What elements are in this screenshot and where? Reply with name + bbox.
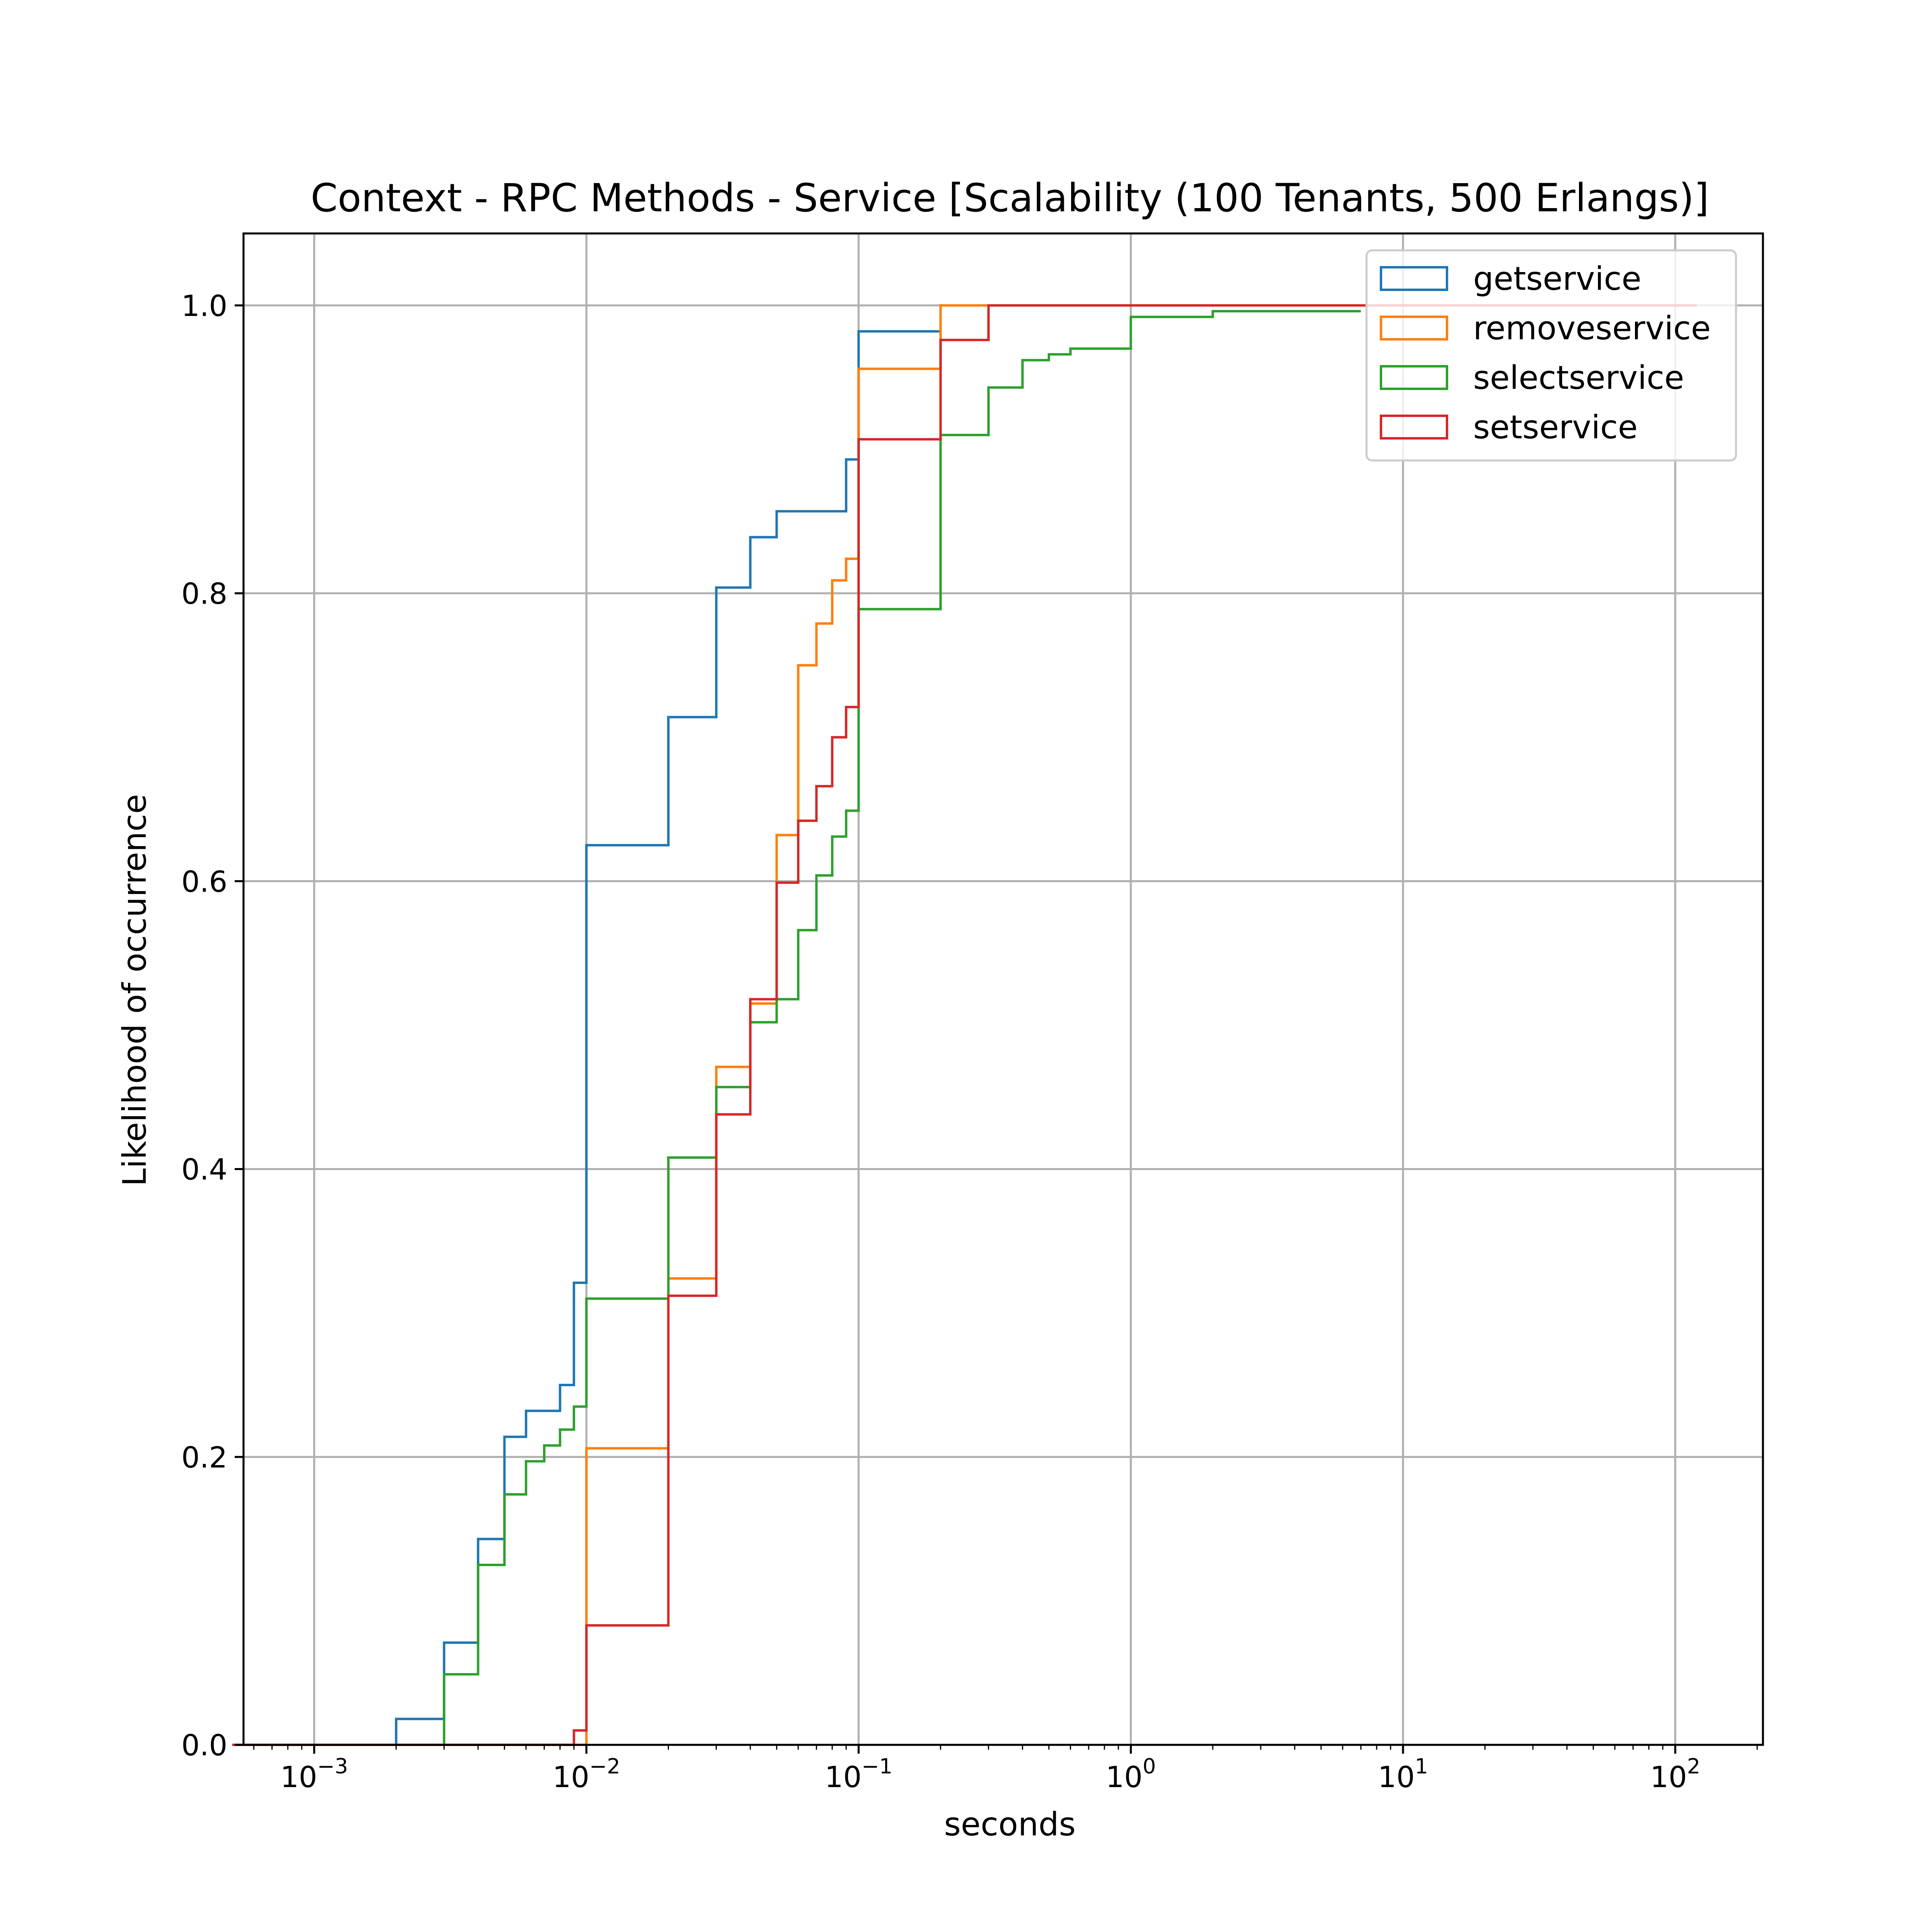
y-axis-label: Likelihood of occurrence bbox=[116, 794, 153, 1187]
legend-swatch-getservice bbox=[1380, 266, 1448, 291]
x-tick-label: 10−2 bbox=[553, 1754, 620, 1794]
legend-box bbox=[1365, 249, 1737, 462]
y-tick-label: 0.2 bbox=[181, 1441, 227, 1474]
legend-label-removeservice: removeservice bbox=[1473, 310, 1711, 347]
legend-label-selectservice: selectservice bbox=[1473, 359, 1684, 396]
y-tick-label: 0.8 bbox=[181, 577, 227, 611]
x-tick-label: 10−1 bbox=[825, 1754, 892, 1794]
series-line-selectservice bbox=[232, 310, 1361, 1746]
x-tick-label: 10−3 bbox=[280, 1754, 348, 1794]
y-tick-label: 0.4 bbox=[181, 1153, 227, 1187]
legend: getservice removeservice selectservice sets… bbox=[1365, 249, 1737, 462]
series-line-removeservice bbox=[232, 304, 989, 1746]
series-layer bbox=[232, 304, 1697, 1746]
x-tick-label: 100 bbox=[1106, 1754, 1156, 1794]
series-line-getservice bbox=[232, 330, 941, 1746]
legend-swatch-selectservice bbox=[1380, 365, 1448, 390]
plot-frame bbox=[242, 232, 1764, 1746]
y-tick-label: 0.0 bbox=[181, 1728, 227, 1762]
x-tick-label: 101 bbox=[1378, 1754, 1428, 1794]
x-axis-label: seconds bbox=[944, 1806, 1076, 1843]
legend-label-getservice: getservice bbox=[1473, 260, 1641, 297]
legend-swatch-setservice bbox=[1380, 415, 1448, 440]
legend-swatch-removeservice bbox=[1380, 316, 1448, 341]
tick-layer: 10−3 10−2 10−1 100 101 102 0.0 0.2 0.4 0.6 0.8 1.0 bbox=[181, 289, 1758, 1794]
legend-label-setservice: setservice bbox=[1473, 409, 1638, 446]
x-tick-label: 102 bbox=[1650, 1754, 1701, 1794]
chart-title: Context - RPC Methods - Service [Scalabi… bbox=[311, 175, 1709, 221]
series-line-setservice bbox=[232, 304, 1697, 1746]
y-tick-label: 1.0 bbox=[181, 289, 227, 323]
y-tick-label: 0.6 bbox=[181, 865, 227, 898]
